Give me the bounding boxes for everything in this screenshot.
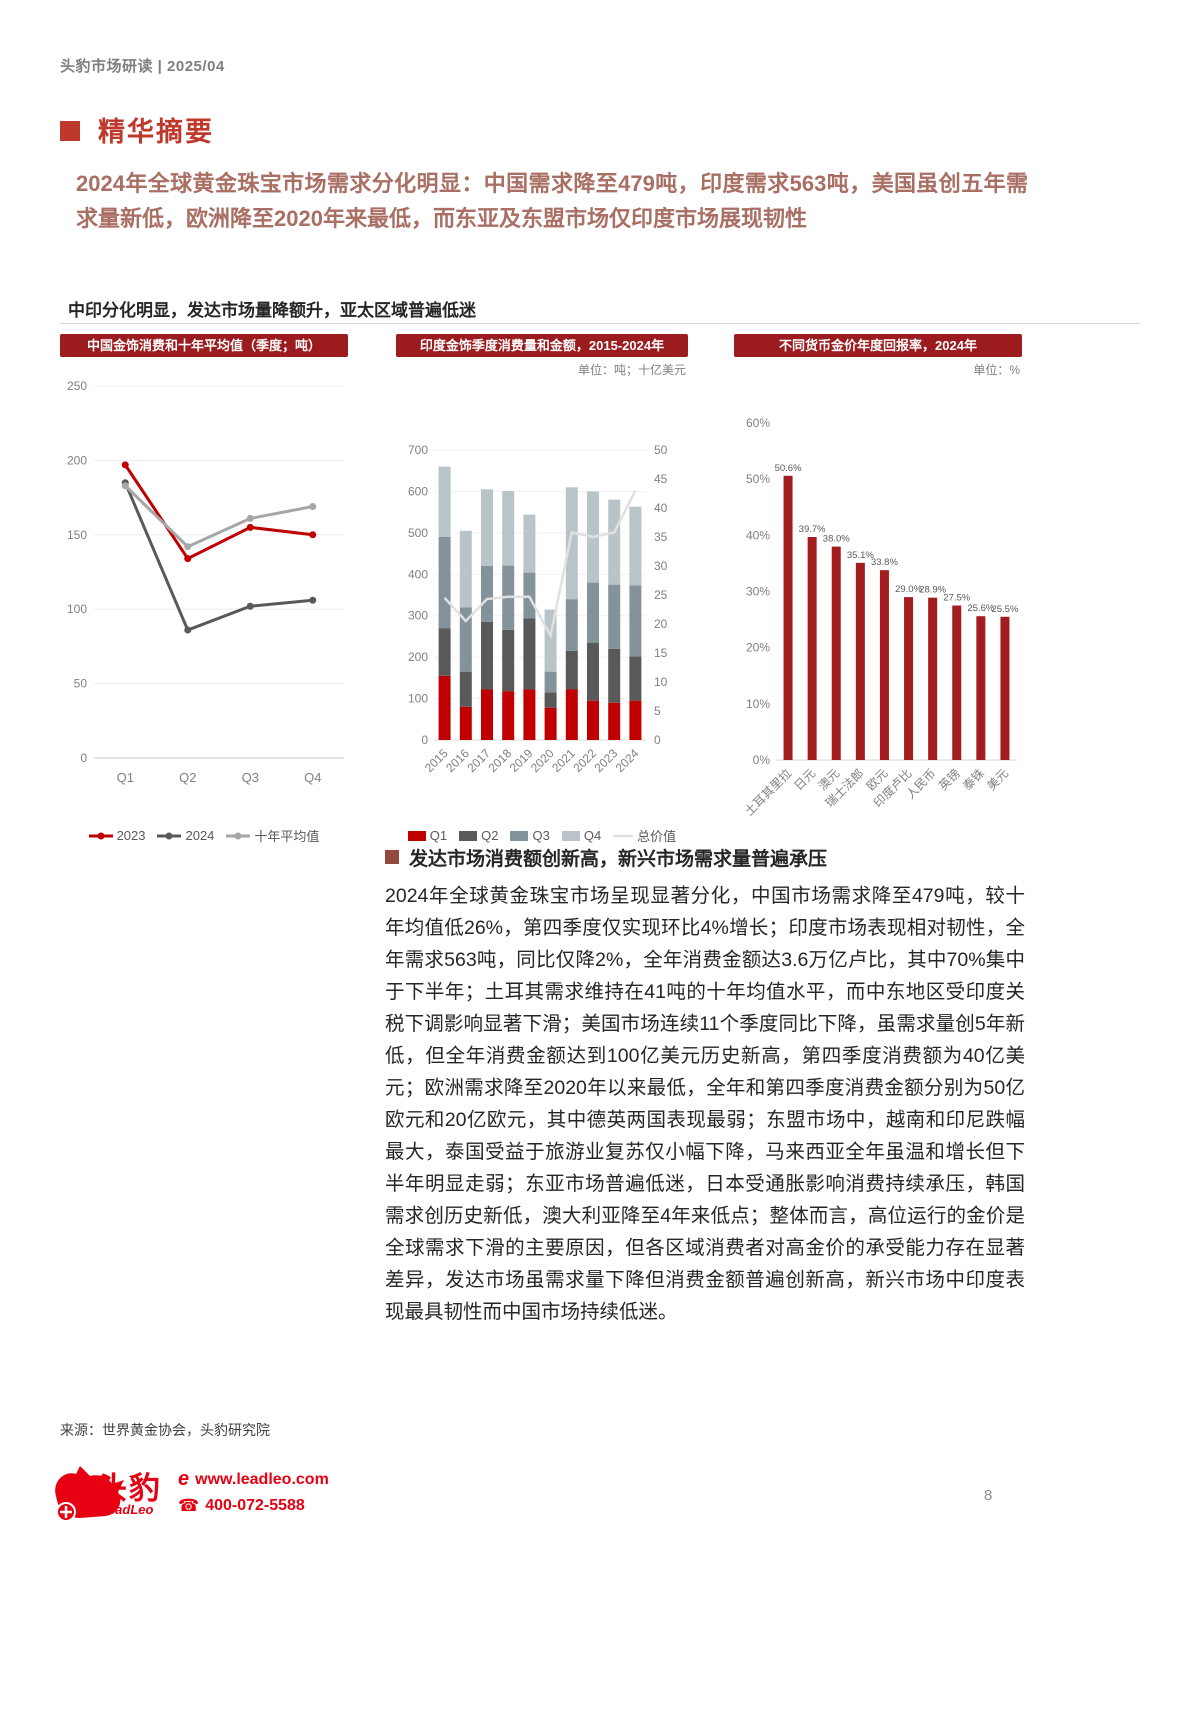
legend-item: Q1 (407, 828, 447, 843)
svg-text:0: 0 (80, 751, 87, 765)
legend-item: 2023 (88, 828, 145, 843)
svg-text:600: 600 (408, 484, 428, 498)
china-line-chart: 0 50 100 150 200 250 Q1 Q2 Q3 Q4 (67, 379, 344, 785)
caption-divider (60, 323, 1140, 324)
leadleo-e-icon: e (178, 1468, 190, 1490)
fx-return-bar-chart: 单位：% 0% 10% 20% 30% 40% 50% 60% 50.6% 土耳其里拉 39.7% 日… (741, 362, 1020, 819)
svg-text:20: 20 (654, 617, 668, 631)
legend-item: 总价值 (613, 829, 677, 844)
svg-text:200: 200 (408, 650, 428, 664)
summary-highlight-text: 2024年全球黄金珠宝市场需求分化明显：中国需求降至479吨，印度需求563吨，… (76, 171, 1028, 231)
svg-text:33.8%: 33.8% (871, 557, 898, 568)
fox-logo-icon (55, 1466, 124, 1522)
page-number: 8 (984, 1487, 993, 1504)
svg-text:Q3: Q3 (242, 770, 259, 785)
analysis-bullet-square (385, 850, 399, 864)
svg-text:28.9%: 28.9% (919, 585, 946, 596)
svg-text:2024: 2024 (613, 746, 642, 775)
figure-caption: 中印分化明显，发达市场量降额升，亚太区域普遍低迷 (68, 301, 476, 320)
analysis-heading: 发达市场消费额创新高，新兴市场需求量普遍承压 (409, 849, 828, 870)
svg-text:Q4: Q4 (304, 770, 321, 785)
fx-chart-title-banner: 不同货币金价年度回报率，2024年 (734, 334, 1022, 357)
analysis-body-text: 2024年全球黄金珠宝市场呈现显著分化，中国市场需求降至479吨，较十年均值低2… (385, 885, 1025, 1323)
svg-text:0: 0 (421, 733, 428, 747)
svg-text:100: 100 (408, 692, 428, 706)
svg-text:单位：吨；十亿美元: 单位：吨；十亿美元 (578, 362, 686, 377)
legend-item: 十年平均值 (226, 826, 319, 845)
china-chart-title-banner: 中国金饰消费和十年平均值（季度；吨） (60, 334, 348, 357)
svg-text:500: 500 (408, 526, 428, 540)
svg-text:40: 40 (654, 501, 668, 515)
svg-text:39.7%: 39.7% (799, 524, 826, 535)
svg-text:10: 10 (654, 675, 668, 689)
svg-text:27.5%: 27.5% (943, 593, 970, 604)
legend-item: Q4 (561, 828, 601, 843)
svg-text:200: 200 (67, 453, 87, 467)
legend-item: Q3 (510, 828, 550, 843)
phone-icon: ☎ (178, 1496, 200, 1515)
svg-text:700: 700 (408, 443, 428, 457)
svg-text:0%: 0% (753, 753, 771, 767)
china-gold-chart-panel: 中国金饰消费和十年平均值（季度；吨） 0 50 100 150 200 250 Q1 Q2 Q3… (60, 334, 348, 879)
svg-text:英镑: 英镑 (935, 766, 963, 794)
svg-text:35: 35 (654, 530, 668, 544)
svg-text:300: 300 (408, 609, 428, 623)
svg-text:0: 0 (654, 733, 661, 747)
svg-text:38.0%: 38.0% (823, 534, 850, 545)
svg-text:150: 150 (67, 528, 87, 542)
svg-text:250: 250 (67, 379, 87, 393)
svg-text:30%: 30% (746, 585, 770, 599)
svg-text:5: 5 (654, 704, 661, 718)
svg-text:土耳其里拉: 土耳其里拉 (741, 766, 794, 819)
svg-text:40%: 40% (746, 528, 770, 542)
section-title: 精华摘要 (98, 117, 214, 147)
svg-text:Q2: Q2 (179, 770, 196, 785)
legend-item: 2024 (157, 828, 214, 843)
svg-text:45: 45 (654, 472, 668, 486)
svg-text:400: 400 (408, 567, 428, 581)
svg-text:60%: 60% (746, 416, 770, 430)
source-note: 来源：世界黄金协会，头豹研究院 (60, 1422, 270, 1438)
svg-text:Q1: Q1 (117, 770, 134, 785)
svg-text:25.5%: 25.5% (991, 604, 1018, 615)
svg-text:单位：%: 单位：% (973, 362, 1020, 377)
document-header: 头豹市场研读 | 2025/04 (60, 58, 225, 75)
svg-text:30: 30 (654, 559, 668, 573)
svg-text:100: 100 (67, 602, 87, 616)
svg-text:25: 25 (654, 588, 668, 602)
legend-item: Q2 (459, 828, 498, 843)
section-bullet-square (60, 121, 80, 141)
india-chart-legend: Q1 Q2 Q3 Q4 总价值 (396, 826, 688, 845)
svg-text:25.6%: 25.6% (967, 603, 994, 614)
website-row[interactable]: e www.leadleo.com (178, 1468, 329, 1491)
india-gold-chart-panel: 印度金饰季度消费量和金额，2015-2024年 单位：吨；十亿美元 0 100 200… (396, 334, 688, 879)
phone-row: ☎ 400-072-5588 (178, 1496, 305, 1516)
svg-text:35.1%: 35.1% (847, 550, 874, 561)
svg-text:50%: 50% (746, 472, 770, 486)
svg-text:10%: 10% (746, 697, 770, 711)
china-chart-legend: 2023 2024 十年平均值 (60, 826, 348, 845)
svg-text:29.0%: 29.0% (895, 584, 922, 595)
svg-text:日元: 日元 (791, 766, 818, 793)
svg-text:50.6%: 50.6% (775, 463, 802, 474)
svg-text:50: 50 (654, 443, 668, 457)
svg-text:50: 50 (74, 677, 88, 691)
svg-text:15: 15 (654, 646, 668, 660)
brand-wordmark-latin: LeadLeo (100, 1502, 154, 1517)
svg-text:20%: 20% (746, 641, 770, 655)
svg-text:泰铢: 泰铢 (959, 766, 987, 794)
brand-wordmark: 头豹 (96, 1471, 162, 1506)
fx-return-chart-panel: 不同货币金价年度回报率，2024年 单位：% 0% 10% 20% 30% 40% 50% 6… (734, 334, 1022, 879)
phone-number: 400-072-5588 (205, 1497, 305, 1514)
india-chart-title-banner: 印度金饰季度消费量和金额，2015-2024年 (396, 334, 688, 357)
svg-text:美元: 美元 (984, 766, 1011, 793)
india-stacked-bar-chart: 单位：吨；十亿美元0100200300400500600700051015202… (408, 362, 686, 775)
website-link[interactable]: www.leadleo.com (195, 1470, 329, 1488)
